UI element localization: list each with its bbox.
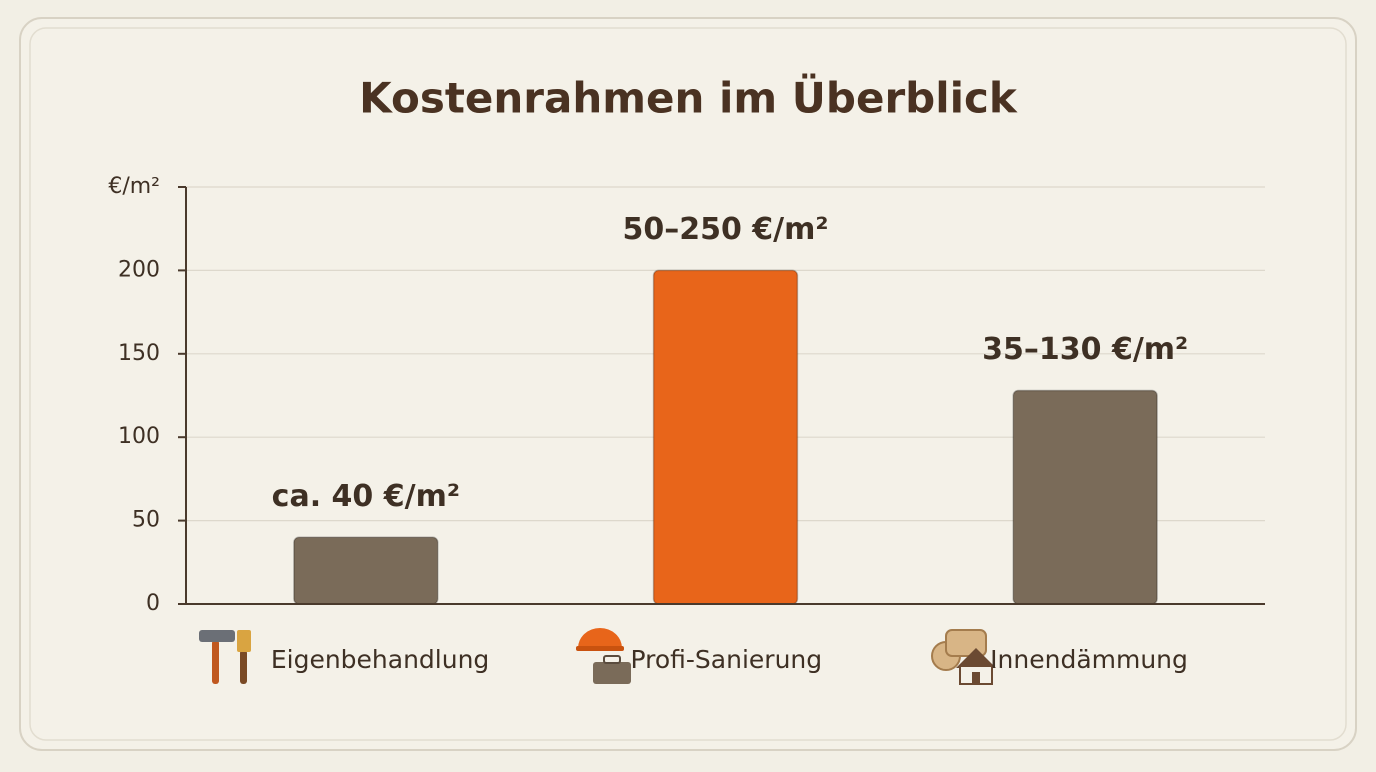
bar [1012,389,1158,605]
x-tick-label: Innendämmung [990,645,1188,674]
x-tick-label: Profi-Sanierung [631,645,823,674]
y-tick-label: 0 [146,591,160,616]
y-tick-label: 50 [132,508,160,533]
y-tick-label: 100 [118,424,160,449]
x-tick-label: Eigenbehandlung [271,645,489,674]
icon-insulation-house [931,629,996,685]
bar [652,269,799,605]
icon-tools [199,630,251,684]
annotation: ca. 40 €/m² [272,479,460,514]
icon-helmet-toolbox [576,628,631,684]
y-tick-label: 150 [118,341,160,366]
annotation: 35–130 €/m² [982,332,1188,367]
bar [293,536,439,605]
y-tick-label: €/m² [108,174,160,199]
frame-inner [29,27,1347,741]
annotation: 50–250 €/m² [622,212,828,247]
y-tick-label: 200 [118,257,160,282]
chart-title: Kostenrahmen im Überblick [359,73,1018,123]
